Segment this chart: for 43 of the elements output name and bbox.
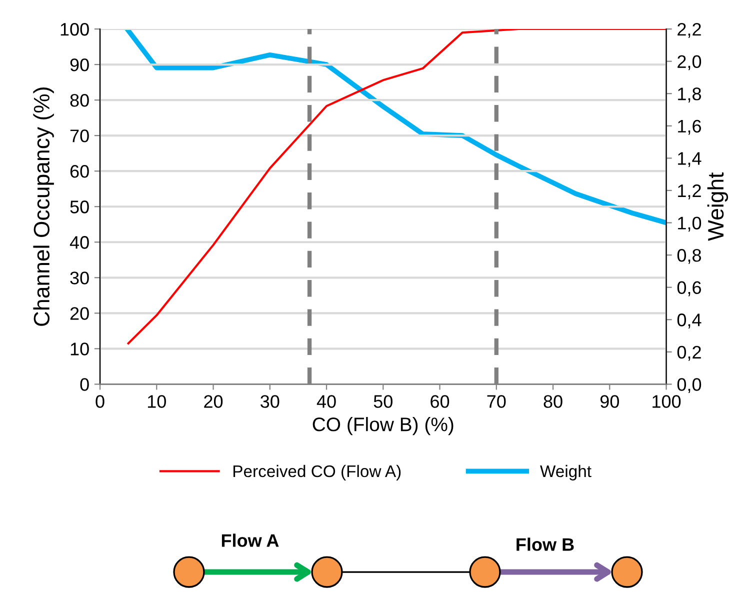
x-tick-label: 40 (316, 395, 336, 408)
x-axis-title: CO (Flow B) (%) (312, 417, 454, 436)
x-tick-label: 0 (96, 395, 104, 408)
y2-tick-label: 0,2 (677, 346, 701, 361)
y-axis-title: Channel Occupancy (%) (33, 88, 54, 326)
y-tick-label: 100 (60, 22, 89, 36)
y2-tick-label: 0,0 (677, 378, 702, 394)
x-tick-label: 90 (600, 395, 619, 408)
x-tick-label: 60 (430, 395, 450, 408)
y2-tick-label: 1,4 (678, 152, 702, 168)
legend-label: Weight (540, 464, 592, 480)
y-tick-label: 10 (70, 342, 89, 356)
y2-tick-label: 0,6 (677, 281, 701, 296)
y-tick-label: 90 (70, 58, 89, 72)
y2-tick-label: 2,0 (678, 55, 702, 70)
text: Flow A (222, 534, 279, 547)
y-tick-label: 50 (70, 200, 89, 214)
y-tick-label: 40 (70, 236, 89, 249)
y2-tick-label: 0,4 (677, 314, 702, 328)
legend-label: Perceived CO (Flow A) (234, 464, 401, 480)
x-tick-label: 70 (487, 395, 506, 408)
y-tick-label: 80 (70, 94, 89, 107)
y-tick-label: 30 (70, 272, 89, 284)
y-tick-label: 20 (70, 307, 89, 320)
y-tick-label: 70 (70, 130, 89, 142)
text: Flow B (516, 538, 574, 551)
line-series (127, 29, 666, 344)
line-series (126, 29, 666, 226)
x-tick-label: 30 (260, 395, 280, 408)
y2-tick-label: 1,2 (678, 184, 701, 200)
y2-tick-label: 1,6 (678, 120, 701, 135)
x-tick-label: 10 (148, 395, 166, 408)
y2-axis-title: Weight (707, 172, 728, 241)
y2-tick-label: 1,8 (678, 88, 702, 102)
y-tick-label: 0 (80, 378, 89, 391)
y2-tick-label: 0,8 (677, 248, 702, 264)
x-tick-label: 100 (652, 395, 681, 408)
y2-tick-label: 1,0 (678, 216, 702, 232)
y2-tick-label: 2,2 (678, 22, 701, 38)
x-tick-label: 80 (544, 395, 562, 408)
x-tick-label: 20 (204, 395, 223, 408)
x-tick-label: 50 (374, 395, 392, 408)
y-tick-label: 60 (70, 165, 89, 178)
